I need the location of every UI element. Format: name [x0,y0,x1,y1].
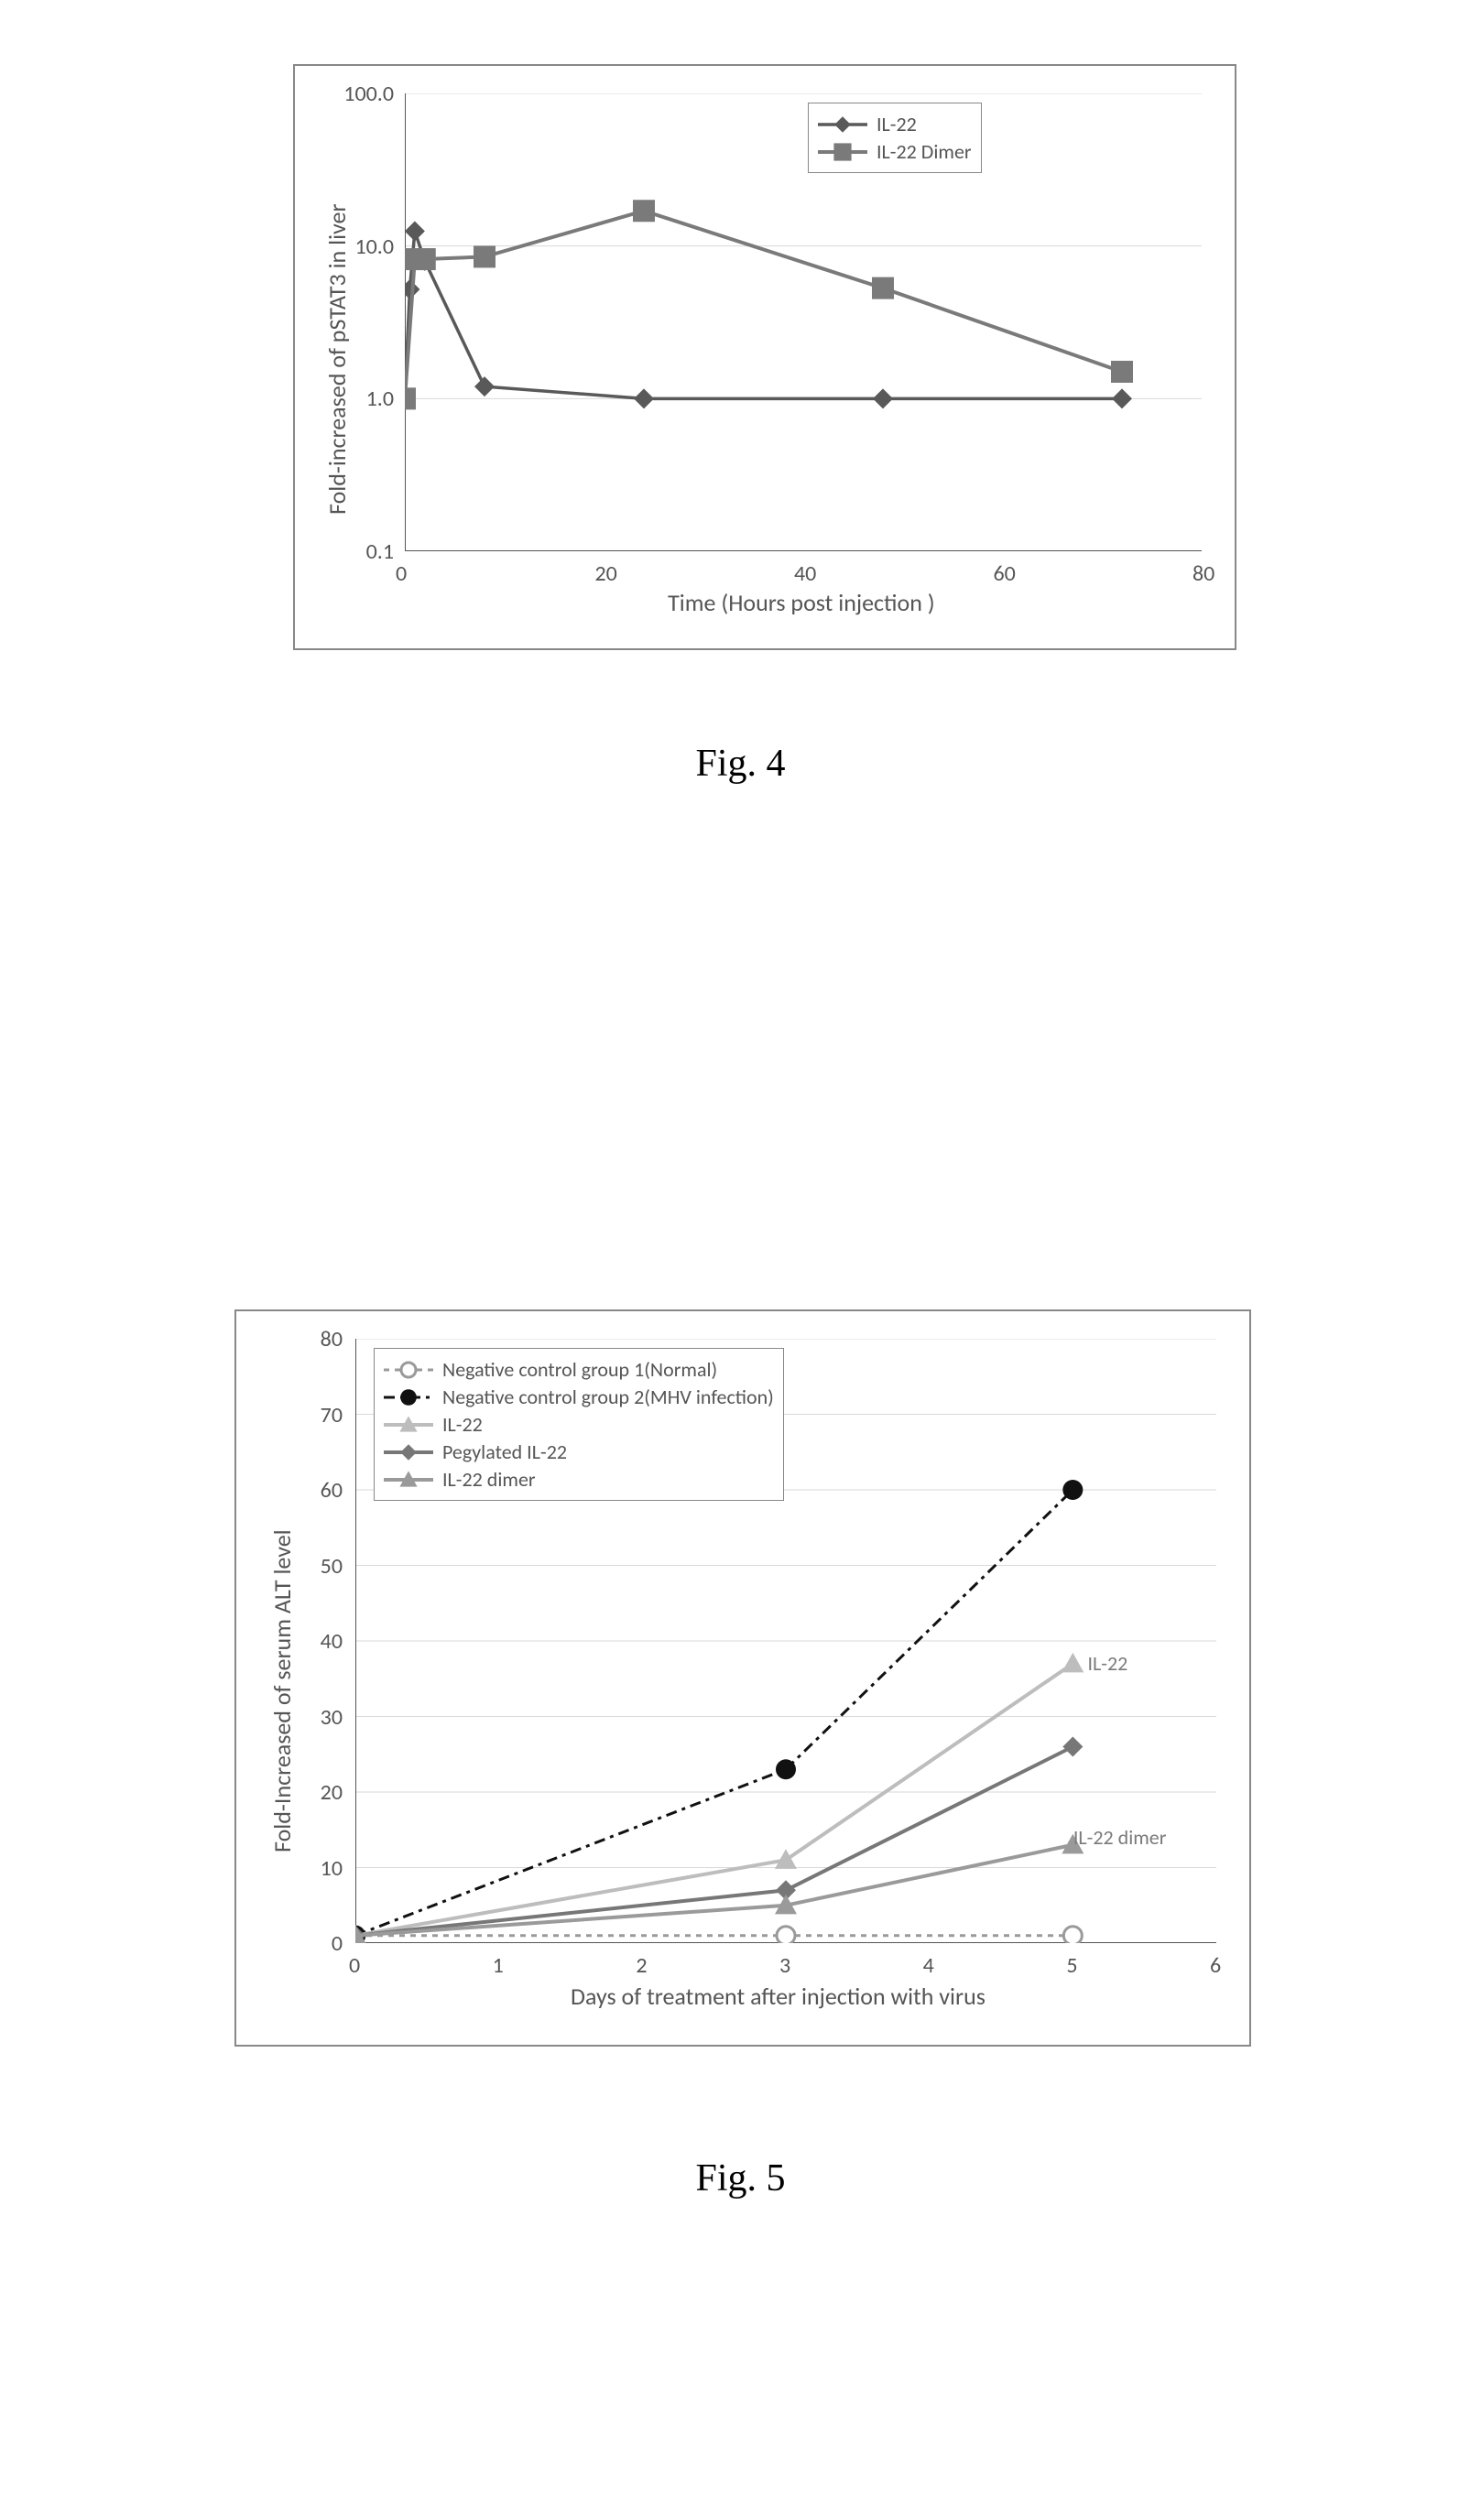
fig4-ylabel: Fold-increased of pSTAT3 in liver [322,203,352,515]
fig5-xtick-label: 5 [1066,1952,1077,1979]
legend-label: IL-22 [877,112,917,136]
fig5-xtick-label: 6 [1210,1952,1221,1979]
fig4-ytick-label: 0.1 [366,538,394,565]
fig5-ytick-label: 70 [321,1402,343,1428]
fig5-xtick-label: 4 [923,1952,934,1979]
fig5-legend: Negative control group 1(Normal) Negative… [374,1348,784,1501]
fig4-svg [405,93,1202,551]
legend-label: IL-22 dimer [442,1467,536,1492]
fig4-xlabel: Time (Hours post injection ) [668,588,935,617]
fig4-xtick-label: 20 [595,560,617,587]
legend-row: IL-22 [384,1412,774,1437]
fig5-xtick-label: 1 [493,1952,504,1979]
fig5-ytick-label: 80 [321,1326,343,1352]
legend-swatch-icon [384,1470,433,1490]
legend-row: IL-22 [818,112,972,136]
legend-row: Negative control group 1(Normal) [384,1357,774,1382]
legend-label: Negative control group 1(Normal) [442,1357,717,1382]
legend-swatch-icon [818,114,867,135]
fig4-xtick-label: 40 [794,560,816,587]
fig5-ytick-label: 10 [321,1855,343,1882]
fig5-ytick-label: 50 [321,1553,343,1580]
legend-row: Pegylated IL-22 [384,1439,774,1464]
fig5-ytick-label: 60 [321,1477,343,1504]
fig4-ytick-label: 100.0 [343,81,394,107]
legend-swatch-icon [384,1387,433,1407]
fig4-plot [405,93,1202,551]
legend-swatch-icon [818,142,867,162]
legend-row: Negative control group 2(MHV infection) [384,1385,774,1409]
fig5-ytick-label: 30 [321,1704,343,1731]
fig5-ytick-label: 0 [332,1930,343,1957]
fig5-caption: Fig. 5 [0,2156,1481,2200]
fig4-frame: Fold-increased of pSTAT3 in liver Time (… [293,64,1236,650]
legend-label: IL-22 Dimer [877,139,972,164]
fig4-xtick-label: 60 [994,560,1016,587]
fig4-caption: Fig. 4 [0,742,1481,786]
fig5-xtick-label: 3 [779,1952,790,1979]
fig5-ytick-label: 20 [321,1779,343,1806]
fig4-xtick-label: 0 [396,560,407,587]
fig4-legend: IL-22 IL-22 Dimer [808,103,982,173]
legend-swatch-icon [384,1442,433,1462]
fig5-ytick-label: 40 [321,1628,343,1655]
page-root: Fold-increased of pSTAT3 in liver Time (… [0,0,1481,2520]
fig4-xtick-label: 80 [1192,560,1214,587]
fig5-annotation: IL-22 dimer [1073,1825,1167,1850]
legend-label: IL-22 [442,1412,483,1437]
legend-label: Negative control group 2(MHV infection) [442,1385,774,1409]
fig5-xtick-label: 2 [636,1952,647,1979]
legend-row: IL-22 Dimer [818,139,972,164]
fig4-ytick-label: 1.0 [366,386,394,412]
legend-swatch-icon [384,1415,433,1435]
fig5-annotation: IL-22 [1088,1651,1128,1676]
fig4-ytick-label: 10.0 [354,234,394,260]
fig5-xtick-label: 0 [349,1952,360,1979]
fig5-xlabel: Days of treatment after injection with v… [571,1982,986,2011]
fig5-ylabel: Fold-Increased of serum ALT level [267,1529,297,1852]
legend-label: Pegylated IL-22 [442,1439,567,1464]
legend-swatch-icon [384,1360,433,1380]
fig5-frame: Fold-Increased of serum ALT level Days o… [234,1309,1251,2047]
legend-row: IL-22 dimer [384,1467,774,1492]
